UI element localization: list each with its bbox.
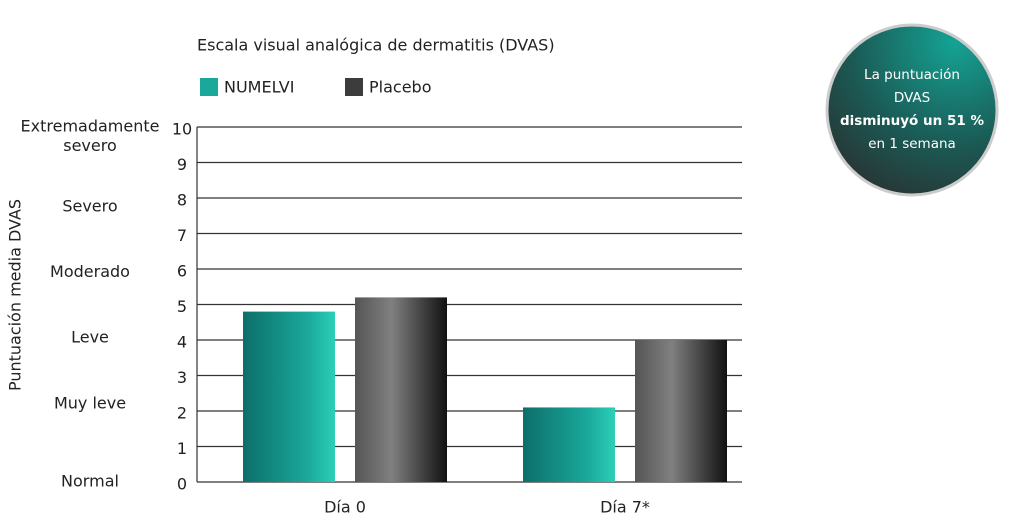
y-tick-label: 2 [177,404,187,423]
y-tick-label: 6 [177,262,187,281]
x-tick-label: Día 0 [324,498,366,517]
chart-title: Escala visual analógica de dermatitis (D… [197,36,555,55]
bar [523,407,615,482]
annotation-badge [825,23,999,197]
legend-label: Placebo [369,78,431,97]
y-tick-label: 4 [177,333,187,352]
annotation-text: DVAS [894,90,930,106]
legend-label: NUMELVI [224,78,294,97]
y-tick-label: 3 [177,368,187,387]
severity-label: Normal [61,472,119,491]
y-tick-label: 1 [177,439,187,458]
annotation-text: disminuyó un 51 % [840,113,984,129]
severity-label: Muy leve [54,393,126,412]
severity-label: Leve [71,328,109,347]
y-tick-label: 8 [177,191,187,210]
severity-label: severo [63,136,117,155]
y-tick-label: 5 [177,297,187,316]
annotation-text: en 1 semana [868,136,956,152]
bar [243,311,335,482]
x-tick-label: Día 7* [600,498,650,517]
y-tick-label: 7 [177,226,187,245]
y-tick-label: 10 [172,120,192,139]
severity-label: Moderado [50,262,130,281]
legend-swatch [200,78,218,96]
bar [635,340,727,482]
legend-swatch [345,78,363,96]
y-axis-label: Puntuación media DVAS [6,199,25,391]
severity-label: Severo [62,196,117,215]
bar [355,297,447,482]
severity-label: Extremadamente [21,117,160,136]
y-tick-label: 9 [177,155,187,174]
y-tick-label: 0 [177,475,187,494]
annotation-text: La puntuación [864,67,960,83]
